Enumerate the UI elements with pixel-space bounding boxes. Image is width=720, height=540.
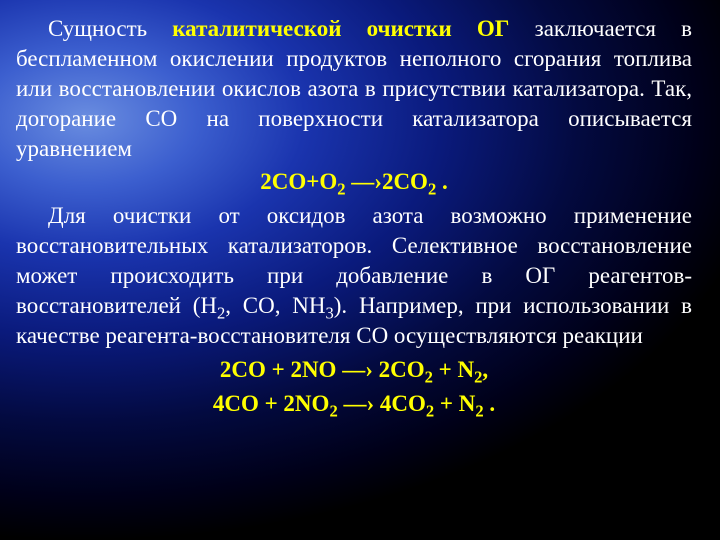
p2-text: Для очистки от оксидов азота возможно пр…	[16, 203, 692, 348]
equation-3: 4CO + 2NO2 ―› 4CO2 + N2 .	[16, 389, 692, 419]
slide: Сущность каталитической очистки ОГ заклю…	[0, 0, 720, 540]
p1-highlight: каталитической очистки ОГ	[172, 16, 509, 41]
paragraph-1: Сущность каталитической очистки ОГ заклю…	[16, 14, 692, 163]
paragraph-2: Для очистки от оксидов азота возможно пр…	[16, 201, 692, 350]
equation-2: 2CO + 2NO ―› 2CO2 + N2,	[16, 355, 692, 385]
p1-lead: Сущность	[48, 16, 172, 41]
equation-1: 2CO+O2 ―›2CO2 .	[16, 167, 692, 197]
